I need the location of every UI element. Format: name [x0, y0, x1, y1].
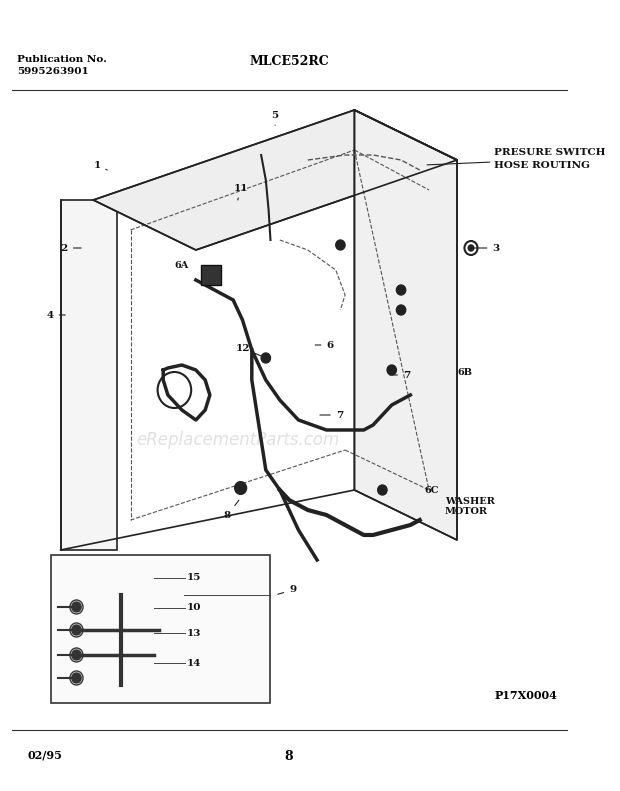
Text: 7: 7	[320, 411, 343, 419]
Bar	[200, 265, 221, 285]
Text: 6C: 6C	[424, 486, 439, 494]
Text: 02/95: 02/95	[28, 750, 63, 761]
Text: 9: 9	[278, 585, 296, 595]
Text: 7: 7	[390, 370, 410, 380]
Text: HOSE ROUTING: HOSE ROUTING	[494, 161, 590, 170]
FancyBboxPatch shape	[61, 200, 117, 550]
Text: 4: 4	[46, 311, 65, 320]
Text: PRESURE SWITCH: PRESURE SWITCH	[494, 148, 606, 157]
Circle shape	[236, 483, 246, 493]
Text: 12: 12	[236, 343, 264, 357]
Text: 5995263901: 5995263901	[17, 67, 89, 76]
Text: P17X0004: P17X0004	[494, 690, 557, 701]
Circle shape	[396, 285, 405, 295]
Circle shape	[72, 625, 81, 635]
Polygon shape	[355, 110, 457, 540]
Circle shape	[72, 602, 81, 612]
Circle shape	[396, 305, 405, 315]
Text: 11: 11	[233, 184, 248, 200]
Text: 1: 1	[93, 161, 107, 170]
Bar	[51, 555, 270, 703]
Text: 8: 8	[285, 750, 293, 763]
Text: 13: 13	[187, 629, 201, 638]
Circle shape	[72, 673, 81, 683]
Text: 6B: 6B	[457, 368, 472, 377]
Text: 3: 3	[474, 244, 500, 252]
Circle shape	[468, 245, 474, 251]
Text: 8: 8	[224, 500, 239, 520]
Text: 15: 15	[187, 573, 201, 582]
Text: 10: 10	[187, 604, 201, 612]
Circle shape	[378, 485, 387, 495]
Text: 5: 5	[272, 111, 279, 125]
Polygon shape	[93, 110, 457, 250]
Circle shape	[336, 240, 345, 250]
Circle shape	[387, 365, 396, 375]
Text: WASHER
MOTOR: WASHER MOTOR	[445, 497, 495, 517]
Text: MLCE52RC: MLCE52RC	[249, 55, 329, 68]
Text: 6: 6	[315, 340, 334, 350]
Circle shape	[72, 650, 81, 660]
Circle shape	[261, 353, 270, 363]
Text: Publication No.: Publication No.	[17, 55, 107, 64]
Text: 6A: 6A	[174, 260, 188, 270]
Text: eReplacementParts.com: eReplacementParts.com	[136, 431, 340, 449]
Text: 2: 2	[61, 244, 81, 252]
Text: 14: 14	[187, 658, 201, 668]
